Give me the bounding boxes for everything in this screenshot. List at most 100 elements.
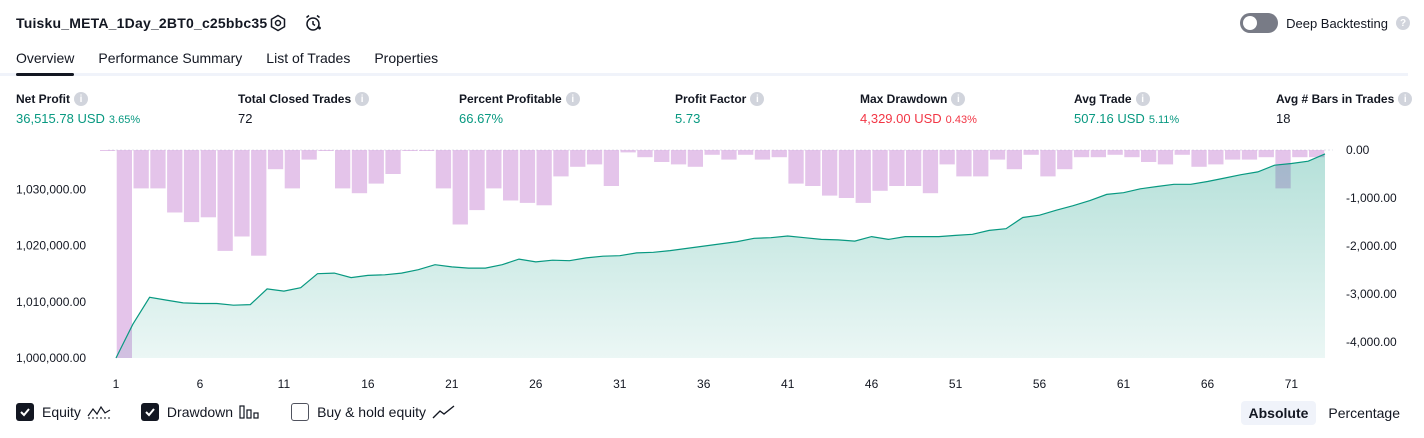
- report-header: Tuisku_META_1Day_2BT0_c25bbc35 Deep Back…: [0, 0, 1424, 46]
- info-icon[interactable]: i: [750, 92, 765, 106]
- y-tick-label: 1,010,000.00: [16, 295, 86, 309]
- legend-label: Equity: [42, 404, 81, 420]
- drawdown-bar: [1241, 150, 1258, 160]
- drawdown-bar: [267, 150, 284, 170]
- drawdown-bar: [318, 150, 334, 151]
- drawdown-bar: [234, 150, 250, 237]
- drawdown-bar: [721, 150, 737, 160]
- x-axis: 1 6 11 16 21 26 31 36 41 46 51 56 61 66 71: [113, 377, 1299, 391]
- stat-avg-trade: Avg Trade i 507.16 USD 5.11%: [1074, 92, 1179, 126]
- stat-avg-bars-in-trades: Avg # Bars in Trades i 18: [1276, 92, 1413, 126]
- y-right-tick-label: 0.00: [1346, 143, 1370, 157]
- x-tick-label: 36: [697, 377, 711, 391]
- drawdown-bar: [167, 150, 183, 213]
- percentage-button[interactable]: Percentage: [1328, 405, 1400, 421]
- legend-drawdown[interactable]: Drawdown: [140, 403, 261, 421]
- absolute-button[interactable]: Absolute: [1240, 401, 1317, 425]
- drawdown-bar: [754, 150, 771, 160]
- drawdown-bar: [805, 150, 821, 186]
- stat-label: Profit Factor: [675, 92, 747, 106]
- drawdown-bar: [838, 150, 855, 198]
- drawdown-bar: [419, 150, 435, 151]
- deep-backtesting-toggle[interactable]: [1240, 13, 1279, 33]
- tab-properties[interactable]: Properties: [374, 50, 439, 66]
- y-right-tick-label: -3,000.00: [1346, 287, 1397, 301]
- x-tick-label: 41: [781, 377, 795, 391]
- stat-value: 507.16 USD: [1074, 111, 1145, 126]
- drawdown-bar: [922, 150, 939, 194]
- drawdown-bar: [1157, 150, 1174, 165]
- drawdown-bar: [654, 150, 670, 162]
- drawdown-bar: [771, 150, 787, 158]
- equity-checkbox[interactable]: [16, 403, 34, 421]
- drawdown-bar: [284, 150, 300, 189]
- drawdown-bar: [217, 150, 233, 251]
- equity-area: [116, 153, 1325, 358]
- info-icon[interactable]: i: [355, 92, 370, 106]
- drawdown-bar: [1107, 150, 1123, 155]
- help-icon[interactable]: ?: [1396, 16, 1410, 30]
- drawdown-bar: [788, 150, 804, 184]
- legend-equity[interactable]: Equity: [16, 403, 111, 421]
- drawdown-bar: [570, 150, 586, 167]
- drawdown-bar: [906, 150, 922, 186]
- stats-row: Net Profit i 36,515.78 USD 3.65% Total Clo…: [0, 92, 1424, 132]
- tab-overview[interactable]: Overview: [16, 46, 75, 76]
- drawdown-bar: [738, 150, 754, 155]
- drawdown-bar: [586, 150, 603, 165]
- drawdown-bar: [1191, 150, 1207, 167]
- drawdown-bar: [989, 150, 1006, 160]
- x-tick-label: 26: [529, 377, 543, 391]
- stat-percent: 5.11%: [1148, 114, 1180, 126]
- drawdown-bar: [620, 150, 636, 153]
- stat-profit-factor: Profit Factor i 5.73: [675, 92, 765, 126]
- drawdown-bars-icon: [239, 405, 259, 419]
- drawdown-bar: [939, 150, 955, 165]
- legend-buy-hold-equity[interactable]: Buy & hold equity: [291, 403, 456, 421]
- y-right-tick-label: -1,000.00: [1346, 191, 1397, 205]
- drawdown-bar: [1124, 150, 1140, 158]
- drawdown-bar: [1023, 150, 1039, 155]
- strategy-title: Tuisku_META_1Day_2BT0_c25bbc35: [16, 15, 268, 31]
- legend-label: Buy & hold equity: [317, 404, 427, 420]
- tab-performance-summary[interactable]: Performance Summary: [98, 50, 243, 66]
- drawdown-bar: [503, 150, 519, 201]
- tab-list-of-trades[interactable]: List of Trades: [266, 50, 351, 66]
- info-icon[interactable]: i: [1398, 92, 1413, 106]
- info-icon[interactable]: i: [951, 92, 966, 106]
- drawdown-bar: [704, 150, 720, 155]
- drawdown-bar: [1006, 150, 1022, 170]
- drawdown-checkbox[interactable]: [140, 403, 159, 421]
- drawdown-bar: [956, 150, 972, 177]
- equity-drawdown-chart[interactable]: 1,000,000.00 1,010,000.00 1,020,000.00 1,03…: [0, 140, 1424, 395]
- drawdown-bar: [1258, 150, 1274, 158]
- drawdown-bar: [150, 150, 166, 189]
- info-icon[interactable]: i: [74, 92, 88, 106]
- drawdown-bar: [368, 150, 384, 184]
- drawdown-bar: [301, 150, 317, 160]
- equity-line: [115, 153, 1326, 359]
- right-y-axis: 0.00 -1,000.00 -2,000.00 -3,000.00 -4,000.00: [1346, 143, 1397, 349]
- drawdown-bar: [536, 150, 552, 206]
- stat-net-profit: Net Profit i 36,515.78 USD 3.65%: [16, 92, 140, 126]
- stat-label: Percent Profitable: [459, 92, 562, 106]
- stat-value: 5.73: [675, 111, 701, 126]
- x-tick-label: 61: [1117, 377, 1131, 391]
- drawdown-bar: [1208, 150, 1224, 165]
- info-icon[interactable]: i: [1135, 92, 1150, 106]
- drawdown-bar: [603, 150, 619, 186]
- drawdown-bar: [637, 150, 653, 158]
- drawdown-bar: [335, 150, 351, 189]
- settings-icon[interactable]: [267, 12, 289, 34]
- buy-hold-checkbox[interactable]: [291, 403, 310, 421]
- drawdown-bar: [133, 150, 149, 189]
- drawdown-bar: [1040, 150, 1056, 177]
- buy-hold-line-icon: [432, 405, 455, 419]
- drawdown-bar: [385, 150, 401, 174]
- add-alert-icon[interactable]: [302, 12, 324, 34]
- deep-backtesting-label: Deep Backtesting: [1286, 15, 1388, 31]
- x-tick-label: 16: [361, 377, 375, 391]
- info-icon[interactable]: i: [565, 92, 580, 106]
- x-tick-label: 51: [949, 377, 963, 391]
- stat-label: Net Profit: [16, 92, 70, 106]
